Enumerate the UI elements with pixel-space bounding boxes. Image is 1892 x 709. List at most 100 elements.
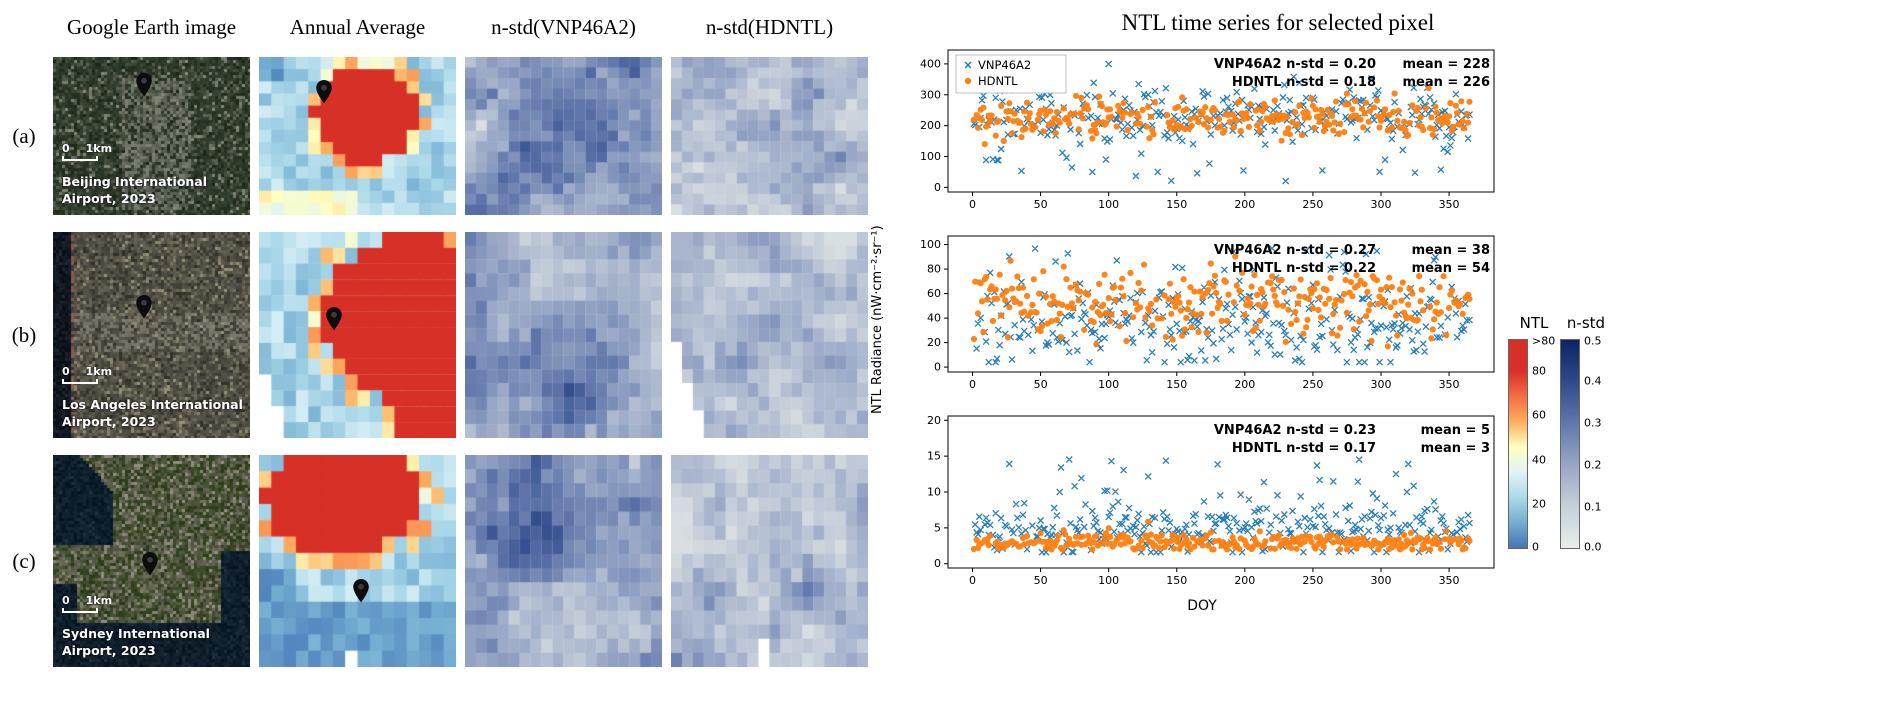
scale-bar-zero: 0 — [62, 365, 70, 378]
annotation-mean: mean = 5 — [1421, 423, 1490, 438]
svg-text:0: 0 — [934, 181, 941, 194]
nstd-vnp46a2-panel-beijing — [465, 57, 662, 215]
ntl-colorbar-labels: >80 80 60 40 20 0 — [1528, 335, 1560, 554]
svg-text:350: 350 — [1439, 378, 1460, 391]
annotation-mean: mean = 228 — [1403, 57, 1490, 72]
svg-text:5: 5 — [934, 521, 941, 534]
svg-text:200: 200 — [1234, 378, 1255, 391]
nstd-heatmap-canvas — [671, 232, 868, 438]
svg-text:350: 350 — [1439, 574, 1460, 587]
svg-text:300: 300 — [920, 88, 941, 101]
nstd-colorbar — [1560, 339, 1580, 549]
nstd-heatmap-canvas — [671, 57, 868, 215]
scale-bar-zero: 0 — [62, 594, 70, 607]
annual-average-heatmap-canvas — [259, 232, 456, 438]
scale-bar: 0 1km — [62, 365, 112, 384]
annotation-mean: mean = 38 — [1412, 243, 1490, 258]
colorbar-tick-label: 20 — [1532, 497, 1546, 511]
svg-text:400: 400 — [920, 57, 941, 70]
series-VNP46A2 — [973, 244, 1473, 366]
row-label-b: (b) — [11, 322, 37, 347]
row-label-c: (c) — [12, 548, 36, 573]
satellite-image-canvas — [53, 232, 250, 438]
nstd-heatmap-canvas — [465, 57, 662, 215]
nstd-heatmap-canvas — [465, 232, 662, 438]
colorbar-tick-label: 0 — [1532, 540, 1539, 554]
site-label: Beijing International Airport, 2023 — [62, 174, 208, 207]
annotation-mean: mean = 3 — [1421, 441, 1490, 456]
colorbar-tick-label: 80 — [1532, 364, 1546, 377]
google-earth-panel-beijing: 0 1km Beijing International Airport, 2023 — [53, 57, 250, 215]
svg-text:200: 200 — [1234, 574, 1255, 587]
svg-text:100: 100 — [1098, 574, 1119, 587]
scatter-plot-svg: 0 50 100 150 200 250 300 350 0 20 40 60 80 100 VNP46A2… — [920, 235, 1495, 391]
svg-text:20: 20 — [927, 336, 941, 349]
column-header-google-earth: Google Earth image — [66, 15, 237, 39]
svg-text:0: 0 — [969, 574, 976, 587]
svg-text:VNP46A2: VNP46A2 — [978, 58, 1031, 72]
colorbar-tick-label: 0.3 — [1584, 416, 1602, 430]
colorbars: NTL n-std >80 80 60 40 20 0 0.5 0.4 0.3 0.2 0.1 0.… — [1508, 314, 1612, 554]
colorbar-tick-label: 40 — [1532, 453, 1546, 467]
colorbar-tick-label: 0.0 — [1584, 540, 1602, 554]
timeseries-title: NTL time series for selected pixel — [1121, 10, 1435, 35]
nstd-vnp46a2-panel-los-angeles — [465, 232, 662, 438]
nstd-colorbar-title: n-std — [1566, 314, 1606, 332]
series-HDNTL — [970, 85, 1473, 148]
svg-text:100: 100 — [1098, 198, 1119, 211]
colorbar-tick-label: 0.1 — [1584, 500, 1602, 514]
svg-text:HDNTL: HDNTL — [978, 74, 1018, 88]
colorbar-tick-label: 0.5 — [1584, 334, 1602, 348]
column-header-nstd-hdntl: n-std(HDNTL) — [705, 15, 834, 39]
svg-text:20: 20 — [927, 414, 941, 427]
svg-text:300: 300 — [1370, 198, 1391, 211]
colorbar-titles: NTL n-std — [1508, 314, 1612, 332]
scale-bar-line — [62, 379, 98, 384]
location-pin-icon — [325, 306, 342, 331]
satellite-image-canvas — [53, 57, 250, 215]
series-HDNTL — [970, 518, 1473, 553]
svg-text:40: 40 — [927, 312, 941, 325]
svg-text:200: 200 — [1234, 198, 1255, 211]
svg-text:50: 50 — [1034, 198, 1048, 211]
column-header-nstd-vnp46a2: n-std(VNP46A2) — [491, 15, 636, 39]
annotation-mean: mean = 226 — [1403, 75, 1490, 90]
y-axis-label: NTL Radiance (nW·cm⁻²·sr⁻¹) — [870, 225, 885, 415]
svg-text:250: 250 — [1302, 574, 1323, 587]
timeseries-section: NTL time series for selected pixel NTL R… — [868, 0, 1892, 709]
colorbar-tick-label: 60 — [1532, 408, 1546, 422]
nstd-colorbar-labels: 0.5 0.4 0.3 0.2 0.1 0.0 — [1580, 335, 1612, 554]
annotation-nstd: VNP46A2 n-std = 0.20 — [1214, 57, 1376, 72]
google-earth-panel-los-angeles: 0 1km Los Angeles International Airport, 2… — [53, 232, 250, 438]
timeseries-panels: 0 50 100 150 200 250 300 350 0 100 200 300 400 VNP46A… — [902, 44, 1502, 594]
svg-text:100: 100 — [920, 238, 941, 251]
annotation-nstd: HDNTL n-std = 0.17 — [1232, 441, 1376, 456]
scale-bar: 0 1km — [62, 142, 112, 161]
image-grid: Google Earth image Annual Average n-std(… — [0, 0, 868, 709]
ntl-colorbar-title: NTL — [1519, 314, 1549, 332]
site-label: Los Angeles International Airport, 2023 — [62, 397, 243, 430]
svg-text:15: 15 — [927, 450, 941, 463]
x-axis-label: DOY — [1187, 598, 1217, 614]
scale-bar: 0 1km — [62, 594, 112, 613]
scale-bar-km: 1km — [85, 594, 113, 607]
scale-bar-km: 1km — [85, 142, 113, 155]
scale-bar-line — [62, 156, 98, 161]
svg-text:0: 0 — [934, 557, 941, 570]
svg-text:150: 150 — [1166, 378, 1187, 391]
svg-text:150: 150 — [1166, 198, 1187, 211]
location-pin-icon — [135, 72, 152, 97]
annual-average-heatmap-canvas — [259, 455, 456, 667]
svg-text:0: 0 — [969, 198, 976, 211]
annotation-nstd: VNP46A2 n-std = 0.27 — [1214, 243, 1376, 258]
plot-area — [947, 235, 1495, 373]
nstd-heatmap-canvas — [465, 455, 662, 667]
svg-text:50: 50 — [1034, 574, 1048, 587]
svg-text:10: 10 — [927, 486, 941, 499]
nstd-hdntl-panel-los-angeles — [671, 232, 868, 438]
legend: VNP46A2 HDNTL — [955, 54, 1067, 94]
svg-text:50: 50 — [1034, 378, 1048, 391]
scale-bar-km: 1km — [85, 365, 113, 378]
svg-text:250: 250 — [1302, 198, 1323, 211]
